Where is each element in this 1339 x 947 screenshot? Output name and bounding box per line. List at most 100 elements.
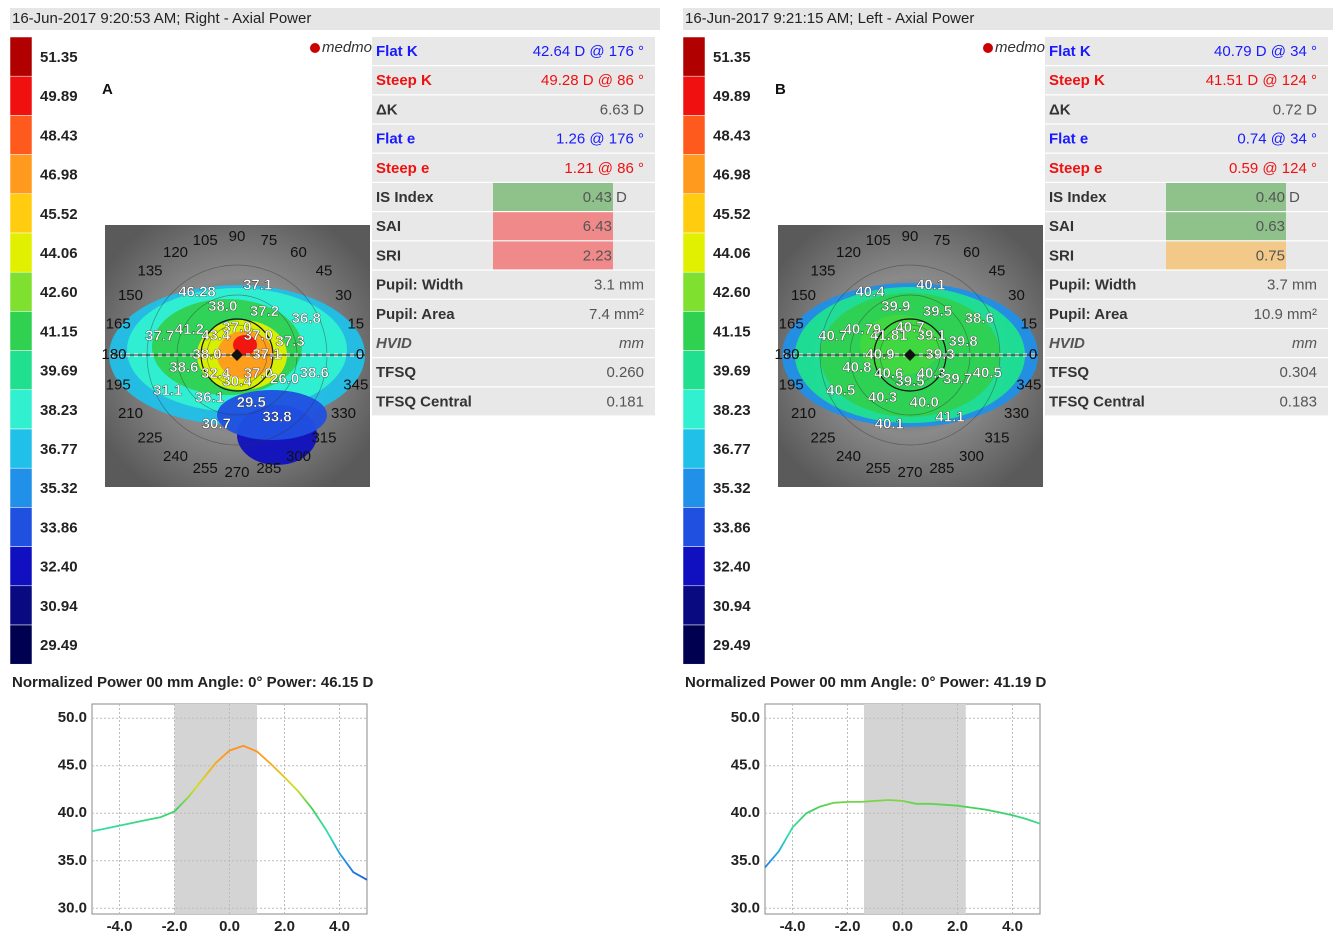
- scale-label: 35.32: [40, 480, 78, 497]
- scale-label: 32.40: [713, 559, 751, 576]
- scale-swatch: [682, 36, 706, 77]
- map-value: 36.8: [292, 310, 321, 327]
- map-value: 38.0: [192, 346, 221, 363]
- angle-label: 0: [1029, 346, 1037, 363]
- map-value: 37.0: [222, 319, 251, 336]
- map-value: 37.1: [252, 346, 281, 363]
- row-bg: [372, 124, 655, 153]
- row-label: SAI: [1049, 218, 1074, 235]
- angle-label: 255: [193, 460, 218, 477]
- row-bg: [372, 66, 655, 95]
- angle-label: 285: [929, 460, 954, 477]
- map-value: 29.5: [237, 394, 266, 411]
- row-label: TFSQ Central: [1049, 393, 1145, 410]
- scale-label: 39.69: [40, 363, 78, 380]
- angle-label: 270: [224, 464, 249, 481]
- map-value: 39.7: [943, 371, 972, 388]
- map-value: 32.4: [201, 365, 231, 382]
- row-bg: [1045, 299, 1328, 328]
- angle-label: 150: [118, 287, 143, 304]
- map-value: 39.8: [949, 333, 978, 350]
- row-highlight: [1166, 241, 1286, 270]
- scale-swatch: [682, 75, 706, 116]
- row-bg: [372, 329, 655, 357]
- scale-label: 36.77: [713, 441, 751, 458]
- row-value: 0.260: [606, 364, 644, 381]
- map-value: 40.79: [844, 321, 882, 338]
- scale-label: 36.77: [40, 441, 78, 458]
- map-value: 37.3: [276, 333, 305, 350]
- row-label: Flat e: [376, 131, 415, 148]
- map-value: 33.8: [262, 408, 291, 425]
- angle-label: 60: [290, 244, 307, 261]
- scale-swatch: [682, 311, 706, 351]
- angle-label: 45: [989, 263, 1006, 280]
- pupil-zone: [174, 704, 257, 914]
- map-value: 31.1: [153, 382, 182, 399]
- row-label: Steep K: [376, 72, 432, 89]
- row-label: Flat e: [1049, 131, 1088, 148]
- row-highlight: [1166, 183, 1286, 211]
- map-value: 40.7: [818, 327, 847, 344]
- row-value: 40.79 D @ 34 °: [1214, 43, 1317, 60]
- map-value: 38.0: [208, 298, 237, 315]
- profile-caption: Normalized Power 00 mm Angle: 0° Power: …: [685, 674, 1047, 691]
- scale-label: 29.49: [713, 637, 751, 654]
- row-highlight: [493, 241, 613, 270]
- angle-label: 30: [1008, 287, 1025, 304]
- scale-swatch: [682, 428, 706, 469]
- map-value: 37.0: [244, 327, 273, 344]
- angle-label: 315: [311, 429, 336, 446]
- row-bg: [372, 270, 655, 299]
- scale-label: 45.52: [713, 206, 751, 223]
- scale-label: 45.52: [40, 206, 78, 223]
- row-value: 6.43: [583, 218, 612, 235]
- scale-label: 33.86: [40, 519, 78, 536]
- map-value: 36.1: [195, 389, 224, 406]
- row-bg: [372, 153, 655, 182]
- angle-label: 105: [866, 232, 891, 249]
- angle-label: 0: [356, 346, 364, 363]
- map-value: 41.1: [935, 408, 964, 425]
- row-bg: [1045, 153, 1328, 182]
- row-label: HVID: [1049, 335, 1085, 352]
- angle-label: 105: [193, 232, 218, 249]
- row-value: 0.40: [1256, 189, 1285, 206]
- map-value: 26.0: [270, 371, 299, 388]
- scale-swatch: [682, 585, 706, 626]
- scale-swatch: [682, 271, 706, 312]
- row-value: 49.28 D @ 86 °: [541, 72, 644, 89]
- angle-label: 150: [791, 287, 816, 304]
- y-tick-label: 30.0: [731, 899, 760, 916]
- row-value: 0.75: [1256, 247, 1285, 264]
- angle-label: 210: [118, 405, 143, 422]
- row-value: 0.181: [606, 393, 644, 410]
- scale-swatch: [9, 154, 33, 195]
- map-value: 40.6: [874, 365, 903, 382]
- row-label: ΔK: [376, 101, 398, 118]
- map-value: 39.9: [881, 298, 910, 315]
- row-value: 2.23: [583, 247, 612, 264]
- angle-label: 135: [811, 263, 836, 280]
- scale-swatch: [9, 389, 33, 430]
- map-value: 39.1: [917, 327, 946, 344]
- row-bg: [372, 95, 655, 124]
- row-bg: [1045, 124, 1328, 153]
- angle-label: 15: [347, 315, 364, 332]
- scale-label: 33.86: [713, 519, 751, 536]
- angle-label: 300: [959, 448, 984, 465]
- row-label: Pupil: Width: [1049, 277, 1136, 294]
- scale-label: 30.94: [40, 598, 78, 615]
- scale-swatch: [9, 75, 33, 116]
- scale-label: 42.60: [713, 284, 751, 301]
- row-label: SRI: [1049, 247, 1074, 264]
- row-label: Steep e: [1049, 160, 1102, 177]
- angle-label: 270: [897, 464, 922, 481]
- profile-line: [91, 744, 368, 881]
- scale-label: 48.43: [713, 127, 751, 144]
- row-label: SAI: [376, 218, 401, 235]
- row-bg: [1045, 37, 1328, 65]
- scale-swatch: [9, 350, 33, 391]
- header: 16-Jun-2017 9:20:53 AM; Right - Axial Po…: [12, 10, 311, 27]
- scale-swatch: [682, 350, 706, 391]
